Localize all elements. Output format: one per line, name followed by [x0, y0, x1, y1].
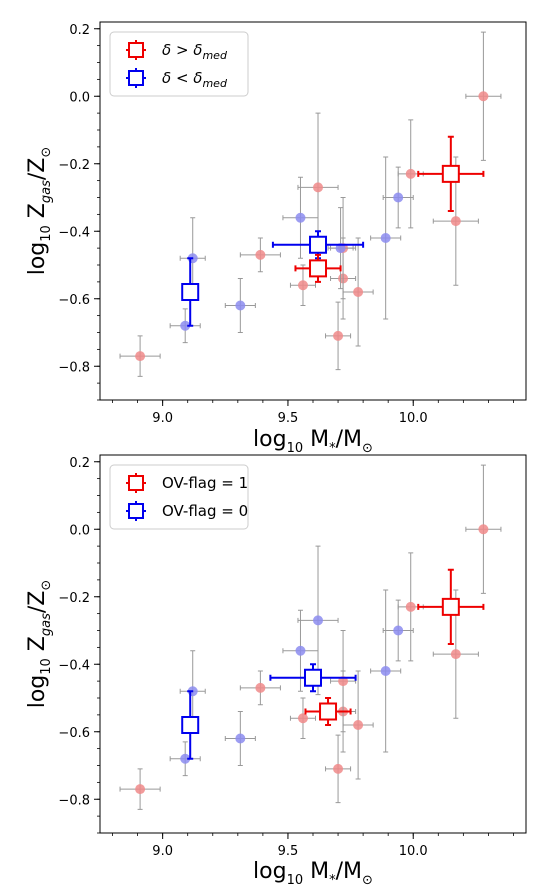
legend-label: OV-flag = 1: [162, 474, 248, 492]
data-point: [380, 233, 391, 243]
legend-label: δ < δmed: [162, 69, 228, 90]
x-tick-label: 9.0: [152, 844, 173, 859]
legend-label: OV-flag = 0: [162, 502, 248, 520]
data-point: [295, 212, 306, 223]
data-point: [297, 280, 308, 291]
data-point: [405, 601, 416, 612]
data-point: [235, 300, 246, 311]
y-tick-label: 0.2: [69, 23, 90, 38]
data-point: [393, 192, 404, 203]
x-tick-label: 9.5: [278, 411, 299, 426]
legend-marker: [128, 475, 144, 491]
y-axis-label: log10 Zgas/Z⊙: [25, 580, 54, 709]
legend-box: [109, 31, 249, 97]
chart-panel-1: 9.0 9.5 10.0 0.2 0.0 −0.2 −0.4 −0.6 −0.8 log10 M*…: [25, 21, 527, 456]
y-tick-label: −0.6: [58, 293, 90, 308]
x-tick-label: 9.5: [278, 844, 299, 859]
data-point: [478, 91, 489, 102]
legend-marker: [128, 42, 144, 58]
data-point: [393, 625, 404, 636]
median-square: [441, 597, 460, 616]
median-square: [441, 164, 460, 183]
legend-label: δ > δmed: [162, 41, 228, 62]
data-point: [180, 753, 191, 764]
legend-marker: [128, 503, 144, 519]
x-axis-label: log10 M*/M⊙: [253, 859, 373, 886]
data-point: [333, 330, 344, 341]
data-point: [297, 713, 308, 724]
median-square: [181, 716, 200, 734]
y-tick-label: −0.8: [58, 360, 90, 375]
legend-box: [109, 464, 249, 530]
median-square: [304, 668, 322, 687]
median-square: [309, 235, 328, 254]
data-point: [450, 649, 461, 660]
data-point: [135, 351, 146, 362]
data-point: [180, 320, 191, 331]
data-point: [405, 168, 416, 179]
x-tick-label: 9.0: [152, 411, 173, 426]
data-point: [255, 249, 266, 260]
y-tick-label: −0.8: [58, 793, 90, 808]
data-point: [478, 524, 489, 535]
median-square: [181, 283, 200, 301]
y-axis-label: log10 Zgas/Z⊙: [25, 147, 54, 276]
chart-panel-2: 9.0 9.5 10.0 0.2 0.0 −0.2 −0.4 −0.6 −0.8 log10 M*…: [25, 454, 527, 886]
y-tick-label: −0.2: [58, 158, 90, 173]
x-tick-label: 10.0: [399, 844, 428, 859]
data-point: [313, 182, 324, 193]
y-tick-label: −0.6: [58, 726, 90, 741]
data-point: [313, 615, 324, 626]
data-point: [353, 720, 364, 730]
y-tick-label: −0.2: [58, 591, 90, 606]
data-point: [295, 645, 306, 656]
x-tick-label: 10.0: [399, 411, 428, 426]
data-point: [255, 682, 266, 693]
y-tick-label: 0.0: [69, 523, 90, 538]
y-tick-label: 0.0: [69, 90, 90, 105]
data-point: [380, 666, 391, 676]
median-square: [309, 259, 328, 278]
legend-marker: [128, 70, 144, 86]
data-point: [235, 733, 246, 744]
data-point: [353, 287, 364, 297]
data-point: [333, 763, 344, 774]
y-tick-label: −0.4: [58, 658, 90, 673]
median-square: [319, 702, 338, 721]
x-axis-label: log10 M*/M⊙: [253, 427, 373, 456]
y-tick-label: 0.2: [69, 456, 90, 471]
data-point: [135, 784, 146, 795]
y-tick-label: −0.4: [58, 225, 90, 240]
data-point: [450, 216, 461, 227]
